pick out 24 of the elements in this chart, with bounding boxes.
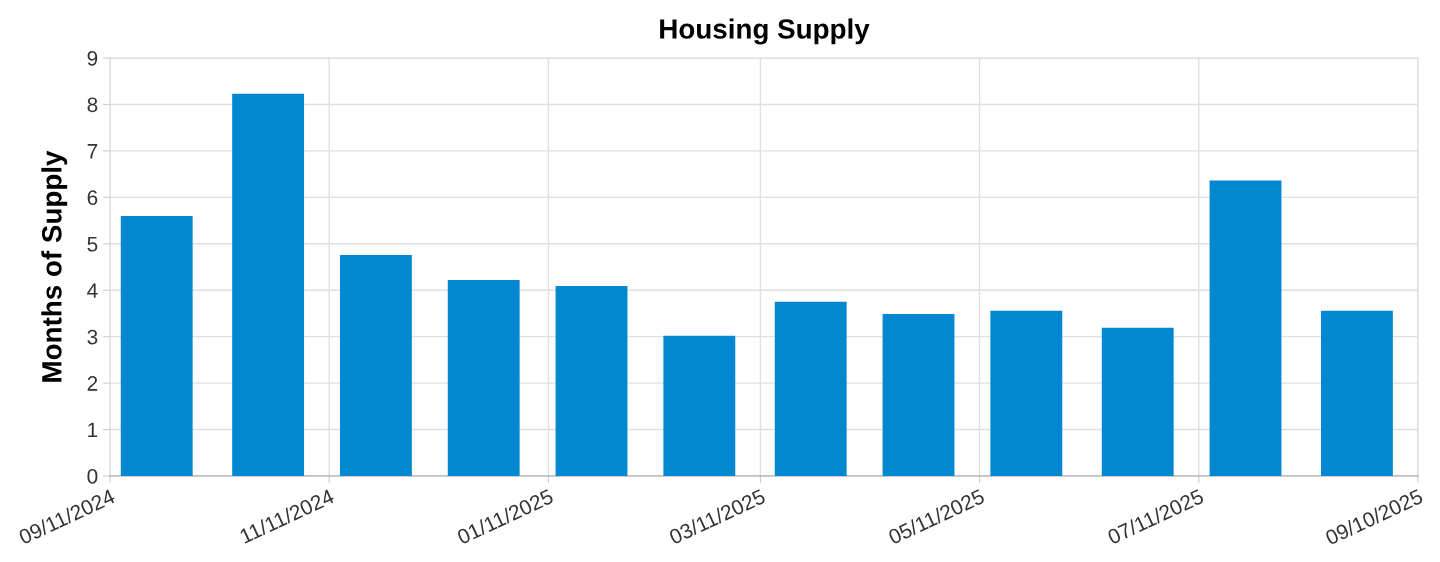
bar: [774, 301, 847, 476]
y-tick-label: 5: [87, 236, 98, 252]
bar: [663, 335, 736, 476]
y-tick-label: 4: [87, 283, 98, 298]
y-tick-label: 3: [87, 329, 98, 345]
y-tick-label: 8: [87, 97, 98, 113]
bar: [1320, 310, 1393, 476]
bar: [120, 215, 193, 476]
y-tick-label: 1: [88, 422, 98, 438]
bar: [555, 286, 628, 476]
chart-title: Housing Supply: [660, 18, 870, 45]
bar: [1101, 327, 1174, 476]
y-tick-label: 2: [87, 376, 98, 391]
y-tick-label: 7: [87, 144, 98, 159]
y-tick-label: 9: [87, 51, 98, 66]
bar: [339, 254, 412, 476]
y-axis-title: Months of Supply: [41, 150, 68, 382]
bar: [447, 280, 520, 476]
bar: [1209, 180, 1282, 476]
y-tick-label: 6: [87, 190, 98, 206]
y-tick-label: 0: [87, 469, 98, 484]
bar: [990, 310, 1063, 476]
bar: [232, 93, 305, 476]
bar: [882, 313, 955, 476]
